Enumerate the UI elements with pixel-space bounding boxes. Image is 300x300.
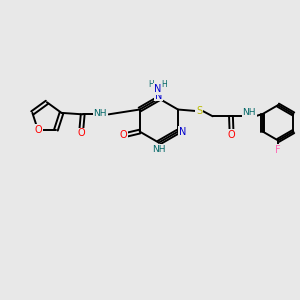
Text: H: H [161, 80, 167, 89]
Text: O: O [228, 130, 236, 140]
Text: S: S [196, 106, 202, 116]
Text: N: N [154, 84, 161, 94]
Text: NH: NH [94, 109, 107, 118]
Text: F: F [275, 145, 281, 155]
Text: N: N [155, 91, 163, 100]
Text: H: H [148, 80, 154, 89]
Text: N: N [179, 127, 186, 136]
Text: O: O [34, 125, 42, 135]
Text: NH: NH [152, 145, 166, 154]
Text: O: O [77, 128, 85, 139]
Text: NH: NH [242, 108, 256, 117]
Text: O: O [120, 130, 127, 140]
